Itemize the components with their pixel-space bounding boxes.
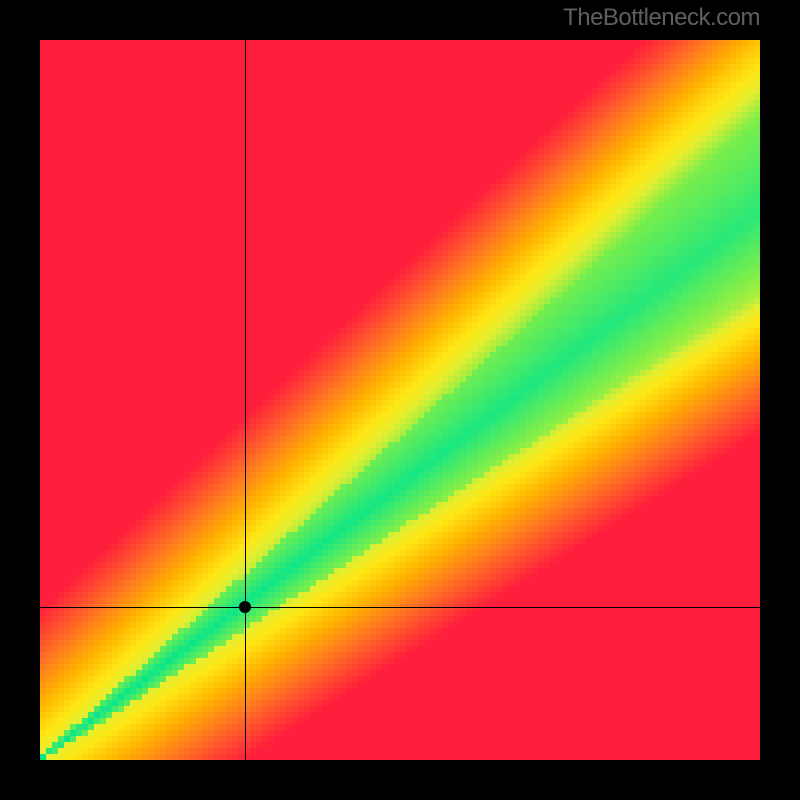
heatmap-canvas — [40, 40, 760, 760]
watermark-text: TheBottleneck.com — [563, 4, 760, 32]
crosshair-horizontal — [40, 607, 760, 608]
heatmap-plot — [40, 40, 760, 760]
crosshair-vertical — [245, 40, 246, 760]
data-point-marker — [239, 601, 251, 613]
